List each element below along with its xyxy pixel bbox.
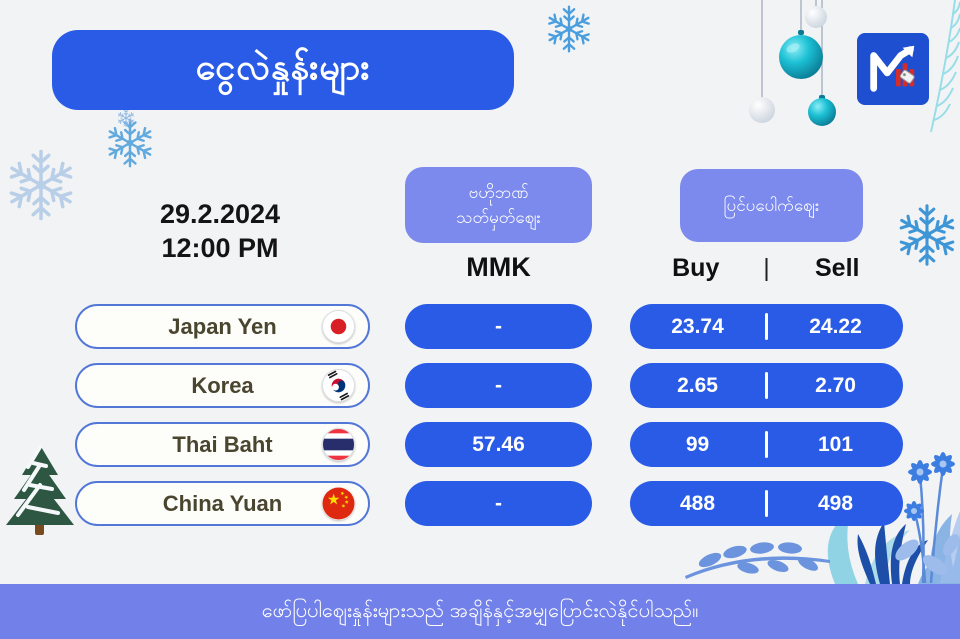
central-bank-rate-pill: - xyxy=(405,304,592,349)
rates-rows: Japan Yen - 23.74 24.22 Korea - 2.65 2.7… xyxy=(0,304,960,526)
snowflake-icon xyxy=(116,108,136,128)
buy-value: 488 xyxy=(679,491,716,515)
central-bank-rate-pill: 57.46 xyxy=(405,422,592,467)
currency-pill: Japan Yen xyxy=(75,304,370,349)
mmk-value: 57.46 xyxy=(472,432,525,456)
buy-sell-pill-divider xyxy=(765,431,768,458)
currency-pill: Thai Baht xyxy=(75,422,370,467)
mp-brand-logo xyxy=(857,33,929,105)
buy-sell-pill: 99 101 xyxy=(630,422,903,467)
market-price-badge: ပြင်ပပေါက်ဈေး xyxy=(680,169,863,242)
buy-sell-pill: 2.65 2.70 xyxy=(630,363,903,408)
china-flag-icon xyxy=(322,487,355,520)
exchange-rate-row: Korea - 2.65 2.70 xyxy=(0,363,960,408)
currency-name: China Yuan xyxy=(162,490,283,516)
sell-value: 2.70 xyxy=(815,373,856,397)
currency-pill: Korea xyxy=(75,363,370,408)
sell-value: 498 xyxy=(817,491,854,515)
snowflake-icon xyxy=(103,116,157,170)
buy-sell-pill-divider xyxy=(765,313,768,340)
mp-logo-icon xyxy=(870,45,915,92)
exchange-rate-row: China Yuan - 488 498 xyxy=(0,481,960,526)
korea-flag-icon xyxy=(322,369,355,402)
snowflake-icon xyxy=(543,3,595,55)
buy-sell-pill: 23.74 24.22 xyxy=(630,304,903,349)
buy-sell-header-divider: | xyxy=(763,254,770,282)
central-bank-rate-pill: - xyxy=(405,363,592,408)
sell-column-header: Sell xyxy=(815,254,860,282)
market-price-badge-text: ပြင်ပပေါက်ဈေး xyxy=(723,195,820,215)
buy-sell-pill-divider xyxy=(765,372,768,399)
central-bank-badge-line2: သတ်မှတ်ဈေး xyxy=(456,208,541,227)
page-title-text: ငွေလဲနှုန်းများ xyxy=(195,46,371,87)
time-text: 12:00 PM xyxy=(161,232,279,263)
mmk-value: - xyxy=(495,314,502,338)
footer-banner: ဖော်ပြပါဈေးနှုန်းများသည် အချိန်နှင့်အမျှ… xyxy=(0,584,960,639)
currency-name: Thai Baht xyxy=(172,431,273,457)
sell-value: 24.22 xyxy=(809,314,862,338)
thailand-flag-icon xyxy=(322,428,355,461)
central-bank-badge: ဗဟိုဘဏ် သတ်မှတ်ဈေး xyxy=(405,167,592,243)
buy-value: 23.74 xyxy=(671,314,724,338)
disclaimer-text: ဖော်ပြပါဈေးနှုန်းများသည် အချိန်နှင့်အမျှ… xyxy=(261,599,699,622)
currency-name: Korea xyxy=(191,372,254,398)
central-bank-badge-line1: ဗဟိုဘဏ် xyxy=(468,182,529,202)
mmk-column-header: MMK xyxy=(466,252,531,282)
buy-sell-pill-divider xyxy=(765,490,768,517)
mmk-value: - xyxy=(495,491,502,515)
feather-icon xyxy=(930,0,960,133)
buy-value: 99 xyxy=(685,432,710,456)
exchange-rate-row: Thai Baht 57.46 99 101 xyxy=(0,422,960,467)
ornament-balls-icon xyxy=(749,0,836,126)
buy-value: 2.65 xyxy=(677,373,718,397)
snowflake-icon xyxy=(893,201,960,269)
page-title: ငွေလဲနှုန်းများ xyxy=(52,30,514,110)
buy-sell-pill: 488 498 xyxy=(630,481,903,526)
date-text: 29.2.2024 xyxy=(159,199,281,229)
datetime: 29.2.2024 12:00 PM xyxy=(100,198,340,266)
snowflake-icon xyxy=(2,146,80,224)
exchange-rate-row: Japan Yen - 23.74 24.22 xyxy=(0,304,960,349)
buy-column-header: Buy xyxy=(672,254,720,282)
currency-pill: China Yuan xyxy=(75,481,370,526)
japan-flag-icon xyxy=(322,310,355,343)
currency-name: Japan Yen xyxy=(168,313,277,339)
sell-value: 101 xyxy=(817,432,854,456)
mmk-value: - xyxy=(495,373,502,397)
central-bank-rate-pill: - xyxy=(405,481,592,526)
buy-sell-column-header: Buy | Sell xyxy=(630,254,903,283)
